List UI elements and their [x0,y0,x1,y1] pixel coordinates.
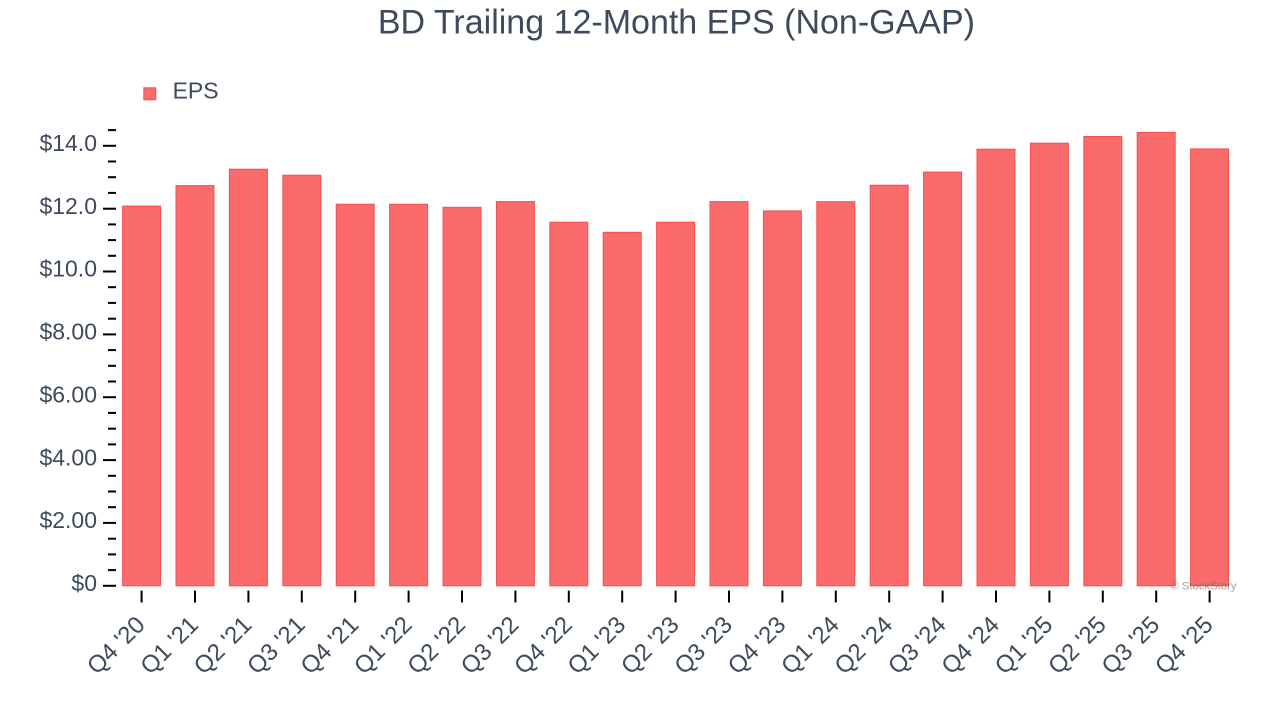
svg-text:$8.00: $8.00 [39,319,97,345]
svg-text:$6.00: $6.00 [39,381,97,407]
svg-text:BD Trailing 12-Month EPS (Non-: BD Trailing 12-Month EPS (Non-GAAP) [378,4,975,42]
svg-text:EPS: EPS [173,78,219,104]
svg-text:$14.0: $14.0 [39,130,97,156]
svg-text:$0: $0 [71,570,97,596]
svg-text:$10.0: $10.0 [39,256,97,282]
svg-text:© StockStory: © StockStory [1170,580,1236,592]
svg-text:$4.00: $4.00 [39,444,97,470]
svg-text:$12.0: $12.0 [39,193,97,219]
svg-text:$2.00: $2.00 [39,507,97,533]
